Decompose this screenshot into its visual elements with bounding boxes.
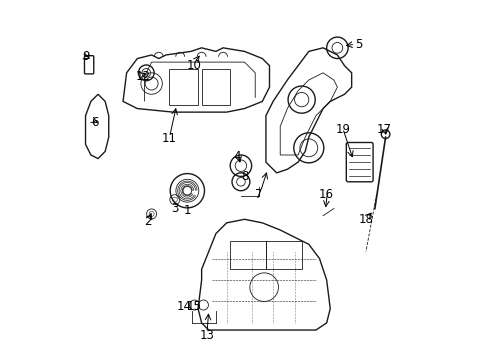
Text: 2: 2 [144,215,151,228]
Text: 10: 10 [187,59,202,72]
Text: 4: 4 [233,150,241,163]
Text: 3: 3 [171,202,178,215]
Text: 5: 5 [354,38,362,51]
Text: 9: 9 [81,50,89,63]
Bar [169,69,198,105]
Bar [230,241,265,269]
Bar [201,69,230,105]
Text: 12: 12 [135,70,150,83]
Text: 15: 15 [187,300,202,313]
Text: 1: 1 [183,204,191,217]
Text: 6: 6 [91,116,98,129]
Text: 14: 14 [176,300,191,313]
Text: 19: 19 [335,123,349,136]
Text: 11: 11 [162,132,177,145]
Text: 7: 7 [255,188,262,201]
Bar [265,241,301,269]
Text: 16: 16 [319,188,333,201]
Text: 8: 8 [240,170,248,183]
Text: 18: 18 [358,213,373,226]
Text: 17: 17 [376,123,390,136]
Text: 13: 13 [199,329,214,342]
